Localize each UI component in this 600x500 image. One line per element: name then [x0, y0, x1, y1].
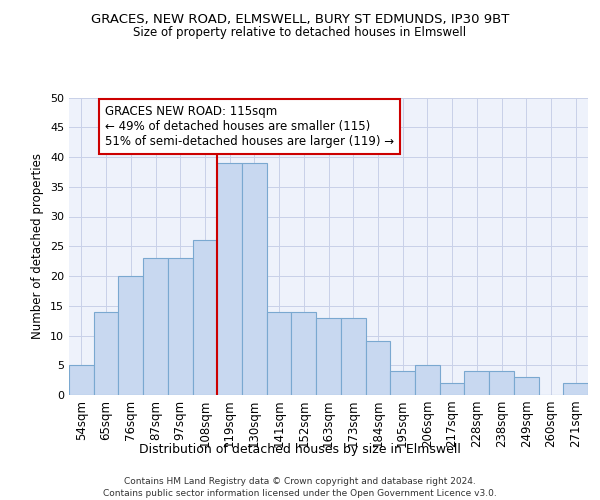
Bar	[415, 365, 440, 395]
Text: Size of property relative to detached houses in Elmswell: Size of property relative to detached ho…	[133, 26, 467, 39]
Bar	[94, 312, 118, 395]
Bar	[143, 258, 168, 395]
Text: GRACES, NEW ROAD, ELMSWELL, BURY ST EDMUNDS, IP30 9BT: GRACES, NEW ROAD, ELMSWELL, BURY ST EDMU…	[91, 12, 509, 26]
Bar	[365, 342, 390, 395]
Bar	[514, 377, 539, 395]
Bar	[390, 371, 415, 395]
Y-axis label: Number of detached properties: Number of detached properties	[31, 153, 44, 340]
Bar	[440, 383, 464, 395]
Bar	[489, 371, 514, 395]
Bar	[316, 318, 341, 395]
Bar	[69, 365, 94, 395]
Bar	[242, 163, 267, 395]
Bar	[267, 312, 292, 395]
Bar	[217, 163, 242, 395]
Bar	[341, 318, 365, 395]
Text: Distribution of detached houses by size in Elmswell: Distribution of detached houses by size …	[139, 442, 461, 456]
Bar	[292, 312, 316, 395]
Bar	[118, 276, 143, 395]
Bar	[464, 371, 489, 395]
Bar	[193, 240, 217, 395]
Text: GRACES NEW ROAD: 115sqm
← 49% of detached houses are smaller (115)
51% of semi-d: GRACES NEW ROAD: 115sqm ← 49% of detache…	[106, 105, 394, 148]
Text: Contains HM Land Registry data © Crown copyright and database right 2024.
Contai: Contains HM Land Registry data © Crown c…	[103, 476, 497, 498]
Bar	[563, 383, 588, 395]
Bar	[168, 258, 193, 395]
